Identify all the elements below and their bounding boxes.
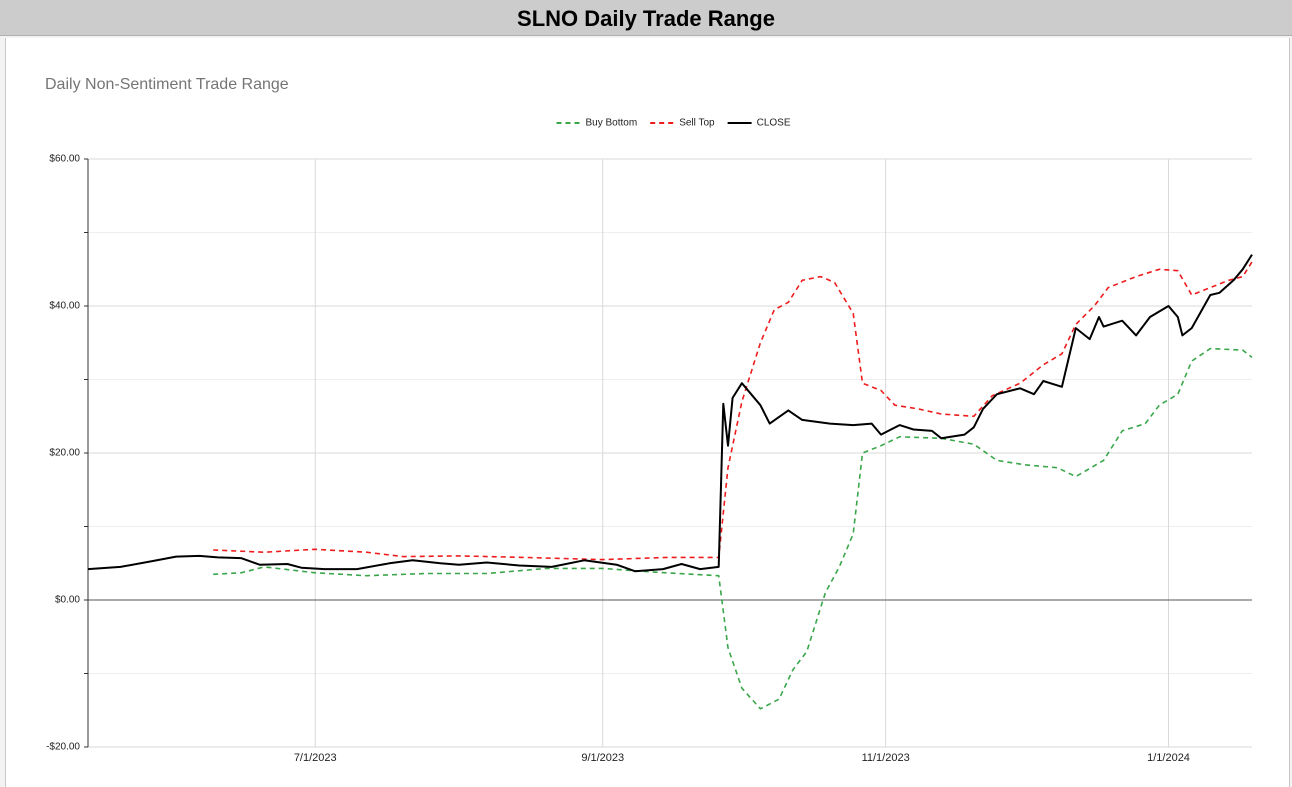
chart-title: Daily Non-Sentiment Trade Range	[45, 76, 289, 93]
y-tick-label: $0.00	[55, 595, 80, 606]
y-tick-label: $40.00	[49, 301, 80, 312]
legend-label: CLOSE	[757, 118, 791, 129]
legend-label: Buy Bottom	[585, 118, 637, 129]
x-tick-label: 1/1/2024	[1147, 752, 1190, 764]
series-line	[87, 254, 1253, 573]
x-tick-label: 9/1/2023	[581, 752, 624, 764]
y-tick-label: $20.00	[49, 448, 80, 459]
chart: Daily Non-Sentiment Trade Range 7/1/2023…	[45, 76, 1253, 764]
y-tick-label: $60.00	[49, 154, 80, 165]
chart-card: Daily Non-Sentiment Trade Range 7/1/2023…	[5, 38, 1290, 787]
series-line	[213, 261, 1253, 561]
x-tick-label: 7/1/2023	[294, 752, 337, 764]
legend-label: Sell Top	[679, 118, 715, 129]
series-line	[213, 347, 1253, 710]
y-tick-label: -$20.00	[46, 742, 80, 753]
x-tick-label: 11/1/2023	[862, 752, 910, 764]
sheet-title: SLNO Daily Trade Range	[0, 0, 1292, 36]
